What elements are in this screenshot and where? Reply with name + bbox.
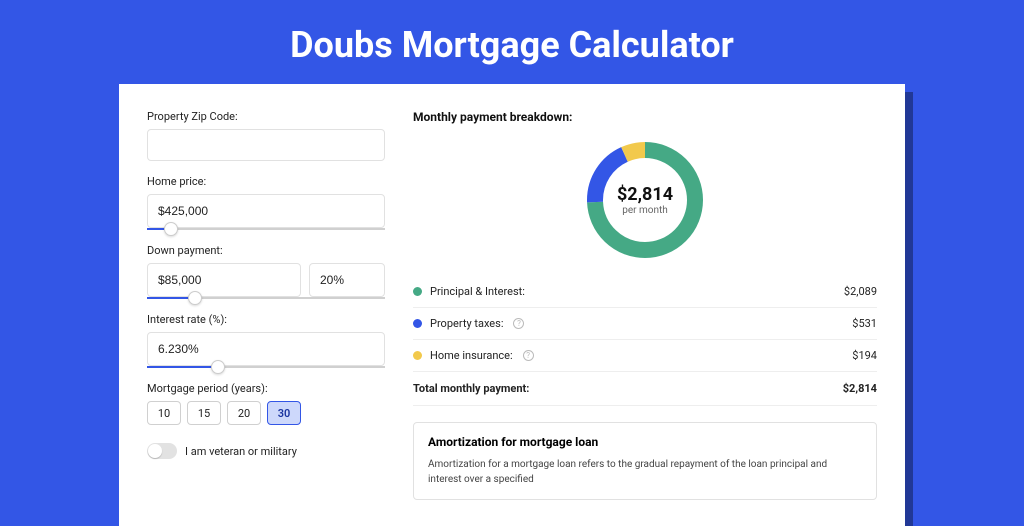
dot-insurance [413, 351, 422, 360]
period-btn-15[interactable]: 15 [187, 401, 221, 425]
zip-label: Property Zip Code: [147, 110, 385, 123]
period-buttons: 10 15 20 30 [147, 401, 385, 425]
rate-slider[interactable] [147, 366, 385, 368]
legend-row-insurance: Home insurance: ? $194 [413, 340, 877, 372]
period-btn-20[interactable]: 20 [227, 401, 261, 425]
price-slider-thumb[interactable] [164, 222, 178, 236]
down-slider-thumb[interactable] [188, 291, 202, 305]
total-value: $2,814 [843, 382, 877, 395]
down-label: Down payment: [147, 244, 385, 257]
legend-label-principal: Principal & Interest: [430, 285, 525, 298]
price-input[interactable] [147, 194, 385, 228]
amortization-title: Amortization for mortgage loan [428, 435, 862, 449]
veteran-toggle-knob [148, 444, 162, 458]
veteran-label: I am veteran or military [185, 445, 297, 458]
page-title: Doubs Mortgage Calculator [0, 0, 1024, 84]
total-label: Total monthly payment: [413, 382, 529, 395]
dot-taxes [413, 319, 422, 328]
legend-label-taxes: Property taxes: [430, 317, 503, 330]
period-label: Mortgage period (years): [147, 382, 385, 395]
rate-input[interactable] [147, 332, 385, 366]
down-percent-input[interactable] [309, 263, 385, 297]
breakdown-panel: Monthly payment breakdown: $2,814 per mo… [413, 110, 877, 500]
legend-value-taxes: $531 [852, 317, 877, 330]
legend: Principal & Interest: $2,089 Property ta… [413, 276, 877, 406]
breakdown-title: Monthly payment breakdown: [413, 110, 877, 124]
info-icon[interactable]: ? [513, 318, 524, 329]
down-field: Down payment: [147, 244, 385, 299]
zip-input[interactable] [147, 129, 385, 161]
amortization-card: Amortization for mortgage loan Amortizat… [413, 422, 877, 500]
period-field: Mortgage period (years): 10 15 20 30 [147, 382, 385, 425]
legend-value-insurance: $194 [852, 349, 877, 362]
inputs-panel: Property Zip Code: Home price: Down paym… [147, 110, 385, 500]
veteran-row: I am veteran or military [147, 443, 385, 459]
donut-center-sub: per month [622, 205, 668, 216]
info-icon[interactable]: ? [523, 350, 534, 361]
amortization-text: Amortization for a mortgage loan refers … [428, 457, 862, 487]
donut-center-amount: $2,814 [617, 184, 673, 205]
price-slider[interactable] [147, 228, 385, 230]
zip-field: Property Zip Code: [147, 110, 385, 161]
down-slider[interactable] [147, 297, 385, 299]
period-btn-10[interactable]: 10 [147, 401, 181, 425]
calculator-card: Property Zip Code: Home price: Down paym… [119, 84, 905, 526]
legend-value-principal: $2,089 [844, 285, 877, 298]
price-field: Home price: [147, 175, 385, 230]
rate-field: Interest rate (%): [147, 313, 385, 368]
period-btn-30[interactable]: 30 [267, 401, 301, 425]
legend-row-total: Total monthly payment: $2,814 [413, 372, 877, 406]
down-amount-input[interactable] [147, 263, 301, 297]
price-label: Home price: [147, 175, 385, 188]
rate-label: Interest rate (%): [147, 313, 385, 326]
veteran-toggle[interactable] [147, 443, 177, 459]
legend-row-principal: Principal & Interest: $2,089 [413, 276, 877, 308]
rate-slider-thumb[interactable] [211, 360, 225, 374]
legend-label-insurance: Home insurance: [430, 349, 513, 362]
dot-principal [413, 287, 422, 296]
legend-row-taxes: Property taxes: ? $531 [413, 308, 877, 340]
donut-chart: $2,814 per month [413, 132, 877, 276]
